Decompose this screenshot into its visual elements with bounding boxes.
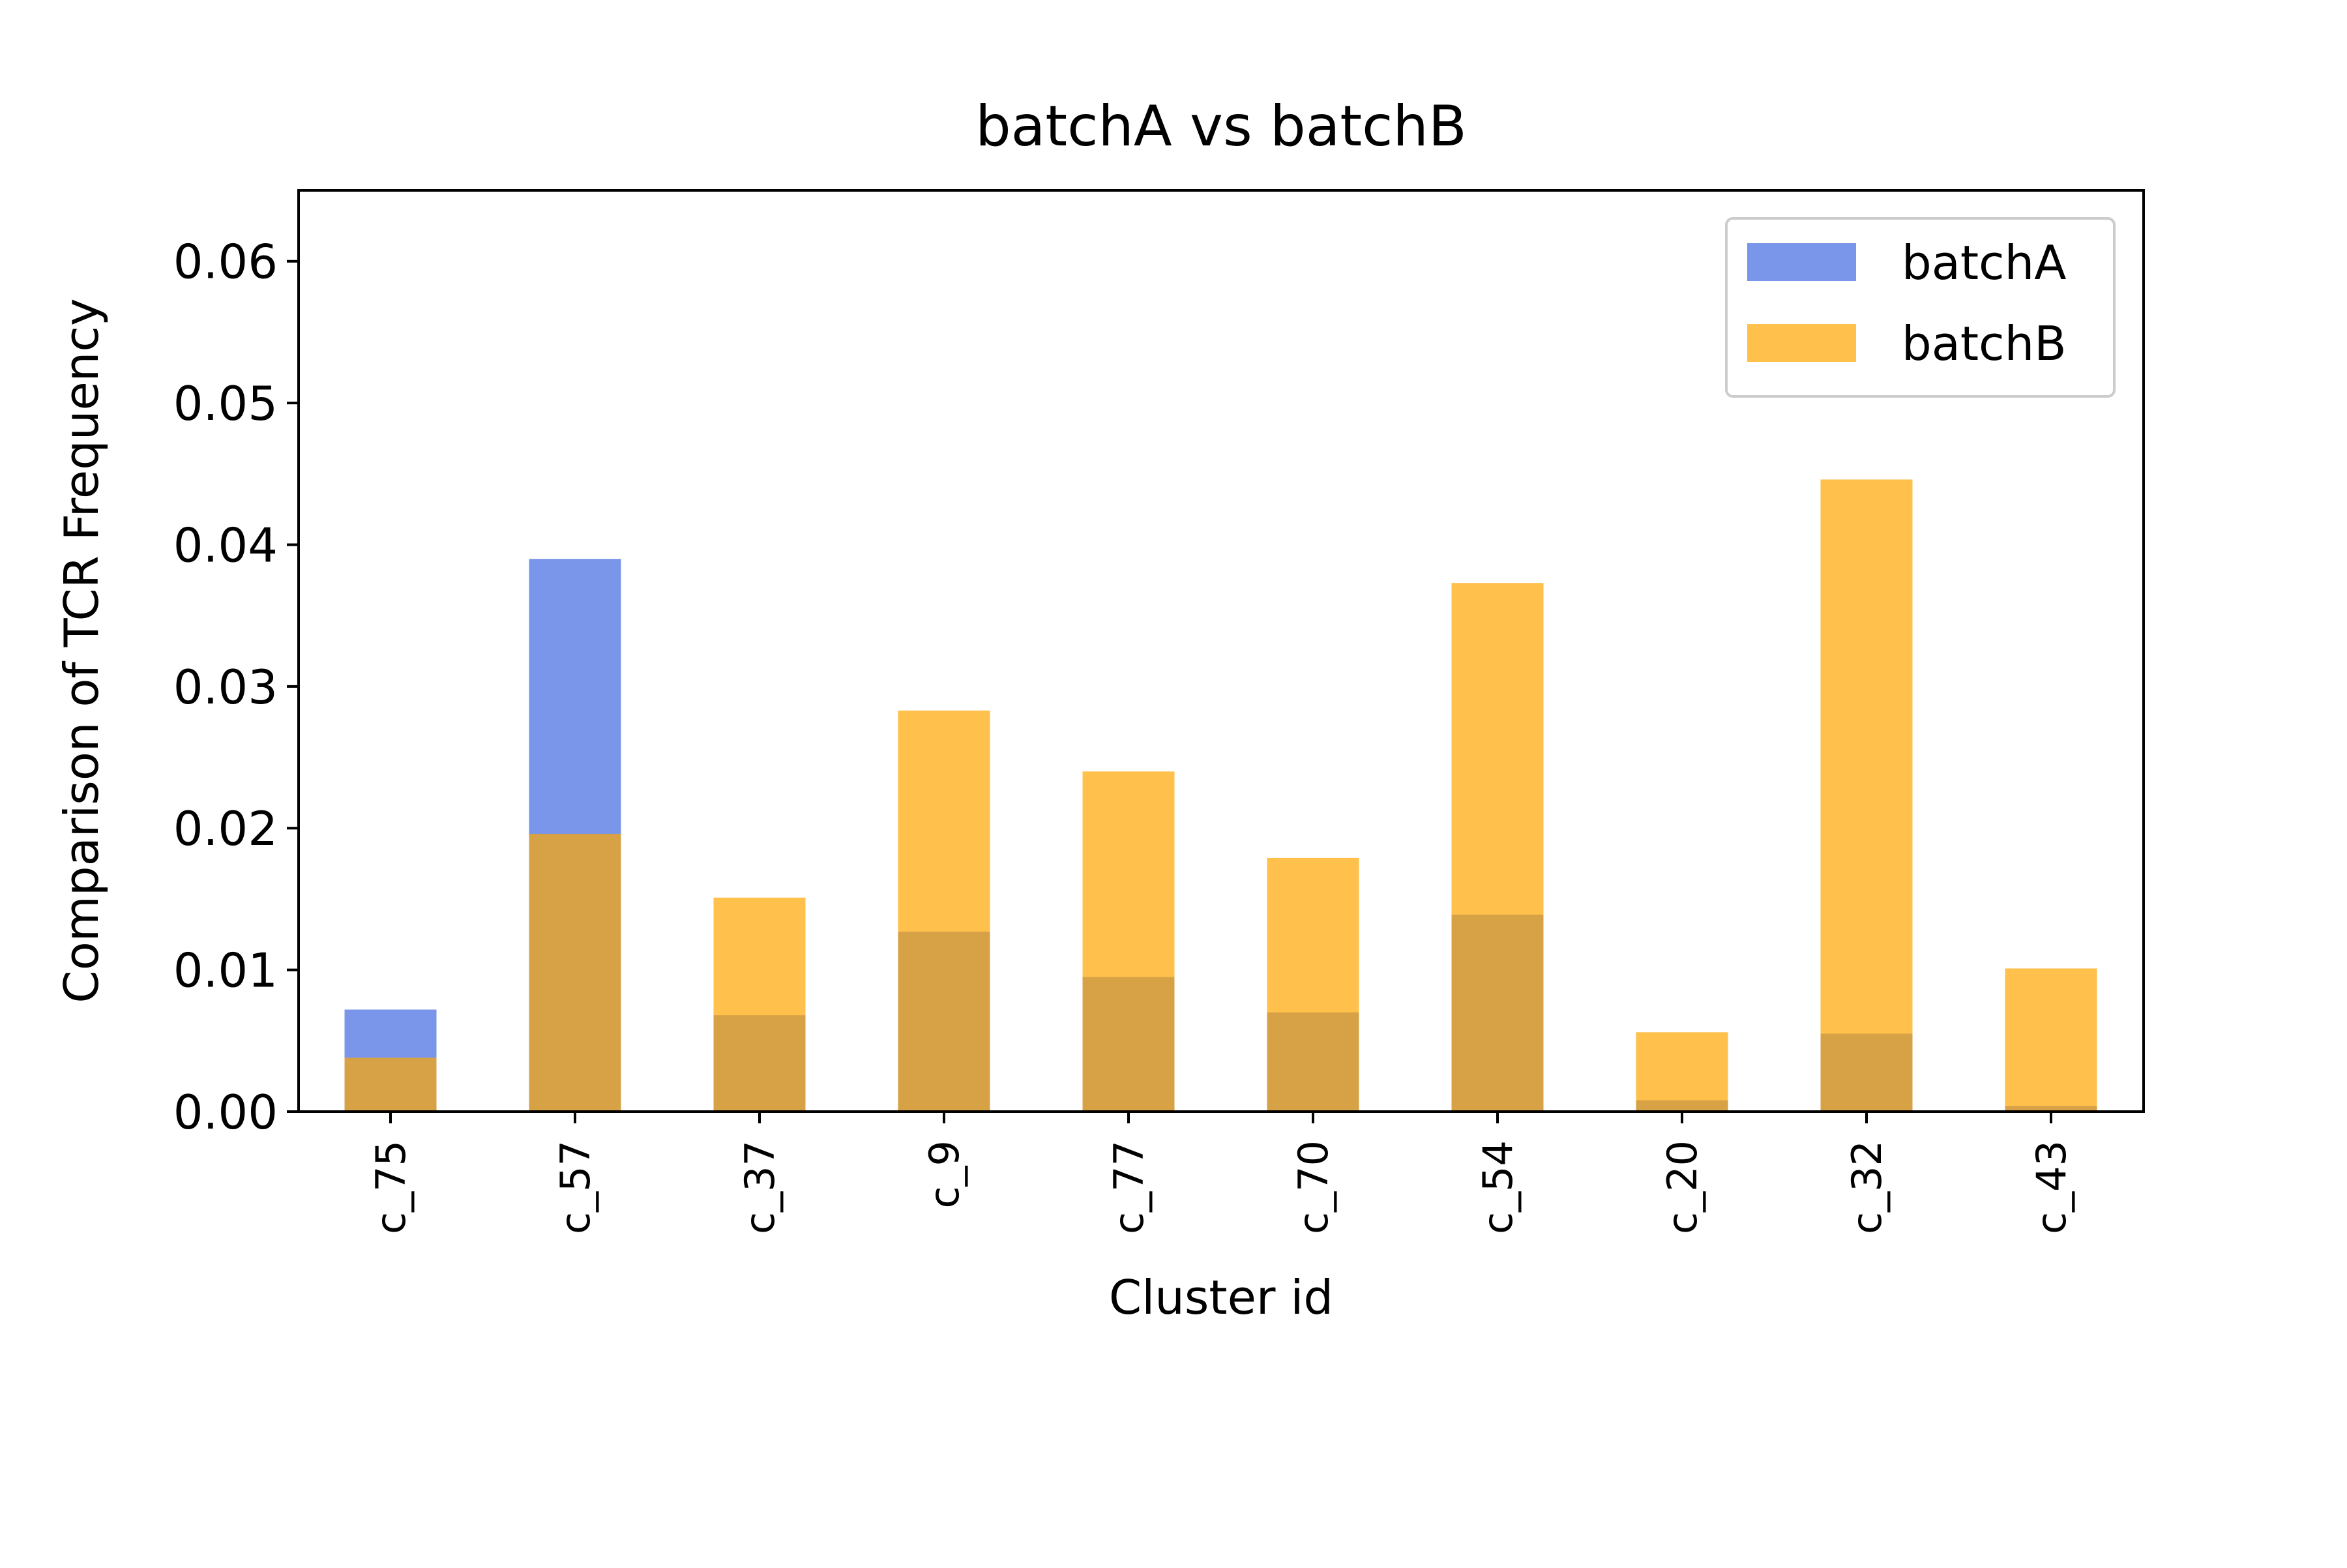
plot-area-frame xyxy=(297,189,2145,1113)
x-axis-label: Cluster id xyxy=(1109,1270,1333,1325)
y-tick-label: 0.00 xyxy=(173,1085,278,1140)
x-tick-label: c_57 xyxy=(552,1140,599,1234)
bar-batchB-c_77[interactable] xyxy=(1082,771,1175,1112)
x-tick-label: c_32 xyxy=(1843,1140,1891,1234)
bar-batchB-c_32[interactable] xyxy=(1820,479,1913,1112)
x-tick-label: c_37 xyxy=(736,1140,784,1234)
bar-batchB-c_9[interactable] xyxy=(898,710,990,1112)
x-tick-label: c_70 xyxy=(1290,1140,1337,1234)
y-tick-label: 0.03 xyxy=(173,660,278,715)
bar-batchB-c_43[interactable] xyxy=(2005,968,2097,1112)
legend-swatch-batchA xyxy=(1747,243,1856,281)
y-tick-label: 0.05 xyxy=(173,376,278,431)
y-axis-label: Comparison of TCR Frequency xyxy=(54,298,109,1003)
bar-batchB-c_57[interactable] xyxy=(529,833,621,1112)
legend[interactable]: batchA batchB xyxy=(1725,217,2116,398)
bars-layer xyxy=(344,479,2097,1112)
x-tick-label: c_75 xyxy=(367,1140,415,1234)
legend-label-batchB: batchB xyxy=(1902,316,2067,371)
x-tick-label: c_77 xyxy=(1105,1140,1153,1234)
legend-swatch-batchB xyxy=(1747,324,1856,362)
legend-label-batchA: batchA xyxy=(1902,235,2067,290)
y-axis-ticks: 0.00 0.01 0.02 0.03 0.04 0.05 0.06 xyxy=(173,235,299,1140)
bar-batchB-c_54[interactable] xyxy=(1451,583,1544,1112)
x-tick-label: c_43 xyxy=(2028,1140,2075,1234)
bar-batchB-c_20[interactable] xyxy=(1636,1032,1728,1112)
bar-batchB-c_70[interactable] xyxy=(1267,857,1359,1112)
bar-batchB-c_37[interactable] xyxy=(713,897,806,1112)
y-tick-label: 0.06 xyxy=(173,235,278,289)
x-axis-ticks: c_75 c_57 c_37 c_9 c_77 c_70 c_54 c_20 c_32 c_43 xyxy=(367,1112,2075,1234)
bar-batchB-c_75[interactable] xyxy=(344,1058,437,1112)
x-tick-label: c_20 xyxy=(1659,1140,1706,1234)
y-tick-label: 0.01 xyxy=(173,943,278,998)
y-tick-label: 0.02 xyxy=(173,801,278,856)
x-tick-label: c_54 xyxy=(1474,1140,1522,1234)
chart-title: batchA vs batchB xyxy=(975,94,1467,159)
y-tick-label: 0.04 xyxy=(173,518,278,572)
x-tick-label: c_9 xyxy=(921,1140,968,1209)
